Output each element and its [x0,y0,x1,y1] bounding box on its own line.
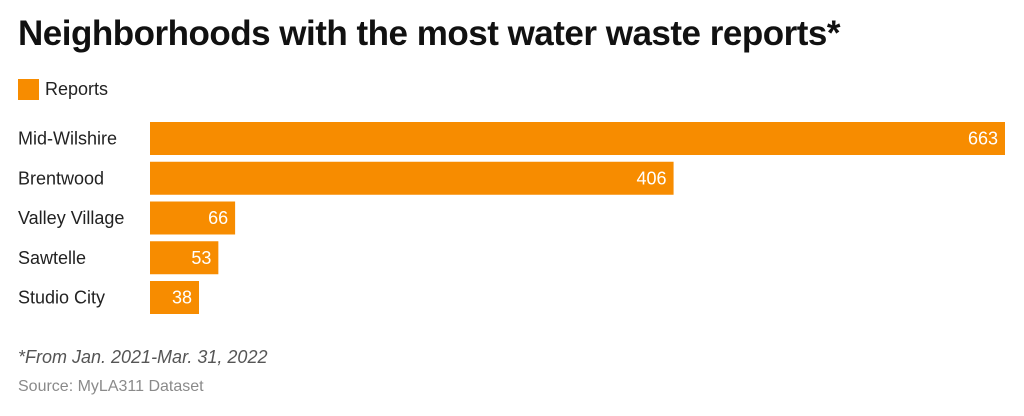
category-label: Valley Village [18,208,124,228]
category-label: Mid-Wilshire [18,129,117,149]
source-note: Source: MyLA311 Dataset [18,378,204,395]
bar [150,241,219,275]
chart-title: Neighborhoods with the most water waste … [18,14,840,53]
bar [150,122,1005,155]
legend: Reports [18,78,108,100]
bar [150,281,200,314]
bar-value-label: 663 [968,129,998,149]
category-label: Studio City [18,288,105,308]
legend-swatch [18,78,39,100]
footnote: *From Jan. 2021-Mar. 31, 2022 [18,347,268,367]
category-label: Sawtelle [18,248,86,268]
bar-value-label: 406 [637,168,667,188]
bar-value-label: 38 [172,288,192,308]
bar [150,161,674,195]
bar-value-label: 66 [208,208,228,228]
category-label: Brentwood [18,168,104,188]
bar-value-label: 53 [191,248,211,268]
bar [150,201,236,235]
legend-label: Reports [45,78,109,99]
bar-chart: Mid-Wilshire 663 Brentwood 406 Valley Villag… [18,122,1005,314]
